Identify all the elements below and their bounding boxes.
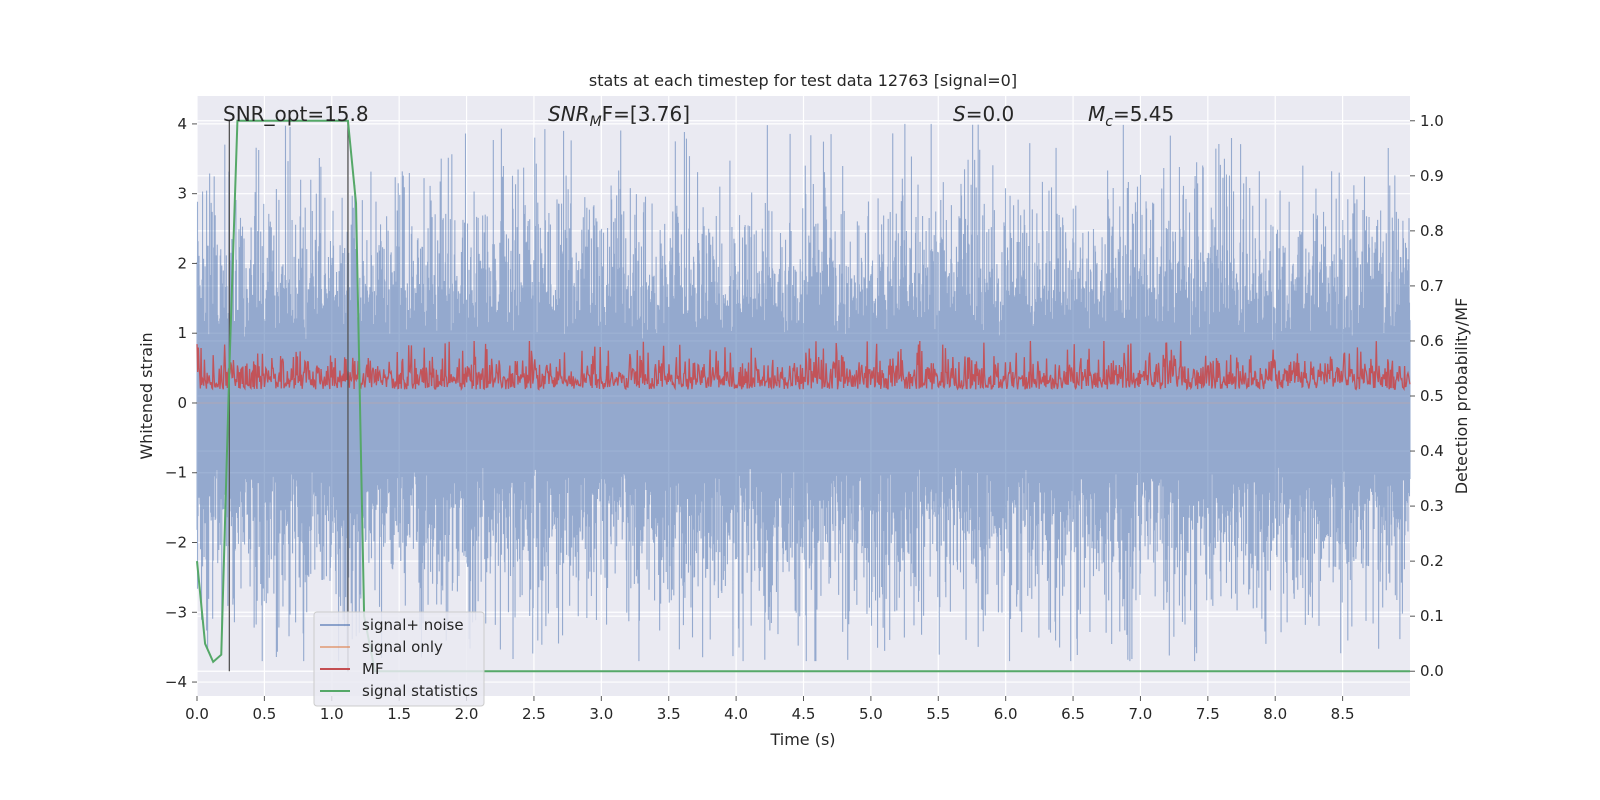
y-right-axis-ticks: 1.0 0.9 0.8 0.7 0.6 0.5 0.4 0.3 0.2 0.1 0.0 bbox=[1410, 112, 1444, 680]
x-tick-label: 5.5 bbox=[926, 705, 950, 723]
y-right-tick-label: 0.5 bbox=[1420, 387, 1444, 405]
y-left-tick-label: 2 bbox=[177, 254, 187, 272]
y-right-tick-label: 0.9 bbox=[1420, 167, 1444, 185]
y-right-axis-label: Detection probability/MF bbox=[1452, 298, 1471, 495]
x-tick-label: 0.0 bbox=[185, 705, 209, 723]
legend-label-signal-only: signal only bbox=[362, 638, 443, 656]
x-tick-label: 4.0 bbox=[724, 705, 748, 723]
mf-line bbox=[196, 340, 1411, 392]
legend-label-signal-statistics: signal statistics bbox=[362, 682, 478, 700]
x-axis-ticks: 0.0 0.5 1.0 1.5 2.0 2.5 3.0 3.5 4.0 4.5 5.0 5.5 6.0 6… bbox=[185, 696, 1355, 723]
series-mf bbox=[196, 340, 1411, 392]
x-tick-label: 2.5 bbox=[522, 705, 546, 723]
y-right-tick-label: 0.1 bbox=[1420, 607, 1444, 625]
y-left-tick-label: 3 bbox=[177, 185, 187, 203]
y-left-tick-label: −2 bbox=[165, 534, 187, 552]
x-tick-label: 5.0 bbox=[859, 705, 883, 723]
y-right-tick-label: 1.0 bbox=[1420, 112, 1444, 130]
series-signal-statistics bbox=[196, 119, 1410, 673]
signal-statistics-line bbox=[196, 119, 1410, 673]
x-tick-label: 1.0 bbox=[320, 705, 344, 723]
legend: signal+ noise signal only MF signal stat… bbox=[313, 611, 485, 707]
x-tick-label: 7.5 bbox=[1196, 705, 1220, 723]
y-right-tick-label: 0.7 bbox=[1420, 277, 1444, 295]
snr-mf-base: SNR bbox=[548, 102, 590, 126]
x-tick-label: 3.0 bbox=[589, 705, 613, 723]
y-right-tick-label: 0.0 bbox=[1420, 662, 1444, 680]
mc-value: =5.45 bbox=[1113, 102, 1174, 126]
x-tick-label: 4.5 bbox=[792, 705, 816, 723]
y-right-tick-label: 0.4 bbox=[1420, 442, 1444, 460]
y-left-tick-label: 1 bbox=[177, 324, 187, 342]
s-value: =0.0 bbox=[966, 102, 1015, 126]
x-axis-label: Time (s) bbox=[769, 730, 835, 749]
y-left-tick-label: −4 bbox=[165, 673, 187, 691]
y-right-tick-label: 0.3 bbox=[1420, 497, 1444, 515]
y-right-tick-label: 0.2 bbox=[1420, 552, 1444, 570]
mc-sub: c bbox=[1105, 114, 1113, 130]
x-tick-label: 8.0 bbox=[1263, 705, 1287, 723]
x-tick-label: 3.5 bbox=[657, 705, 681, 723]
y-right-tick-label: 0.6 bbox=[1420, 332, 1444, 350]
s-italic: S bbox=[953, 102, 966, 126]
snr-mf-rest: F=[3.76] bbox=[602, 102, 690, 126]
legend-label-signal-noise: signal+ noise bbox=[362, 616, 464, 634]
annotation-mc: Mc=5.45 bbox=[1088, 102, 1174, 130]
y-left-axis-ticks: 4 3 2 1 0 −1 −2 −3 −4 bbox=[165, 115, 197, 691]
x-tick-label: 6.0 bbox=[994, 705, 1018, 723]
y-left-tick-label: −1 bbox=[165, 464, 187, 482]
annotation-snr-opt: SNR_opt=15.8 bbox=[223, 102, 369, 126]
y-left-tick-label: 0 bbox=[177, 394, 187, 412]
annotation-snr-mf: SNRMF=[3.76] bbox=[548, 102, 690, 130]
y-left-tick-label: −3 bbox=[165, 603, 187, 621]
annotation-s: S=0.0 bbox=[953, 102, 1014, 126]
y-right-tick-label: 0.8 bbox=[1420, 222, 1444, 240]
x-tick-label: 7.0 bbox=[1129, 705, 1153, 723]
x-tick-label: 6.5 bbox=[1061, 705, 1085, 723]
legend-label-mf: MF bbox=[362, 660, 384, 678]
y-left-axis-label: Whitened strain bbox=[137, 332, 156, 459]
legend-box bbox=[313, 611, 485, 707]
x-tick-label: 0.5 bbox=[252, 705, 276, 723]
mc-base: M bbox=[1088, 102, 1105, 126]
y-left-tick-label: 4 bbox=[177, 115, 187, 133]
x-tick-label: 1.5 bbox=[387, 705, 411, 723]
chart-title: stats at each timestep for test data 127… bbox=[589, 71, 1017, 90]
x-tick-label: 2.0 bbox=[455, 705, 479, 723]
snr-mf-sub: M bbox=[590, 114, 602, 130]
x-tick-label: 8.5 bbox=[1331, 705, 1355, 723]
